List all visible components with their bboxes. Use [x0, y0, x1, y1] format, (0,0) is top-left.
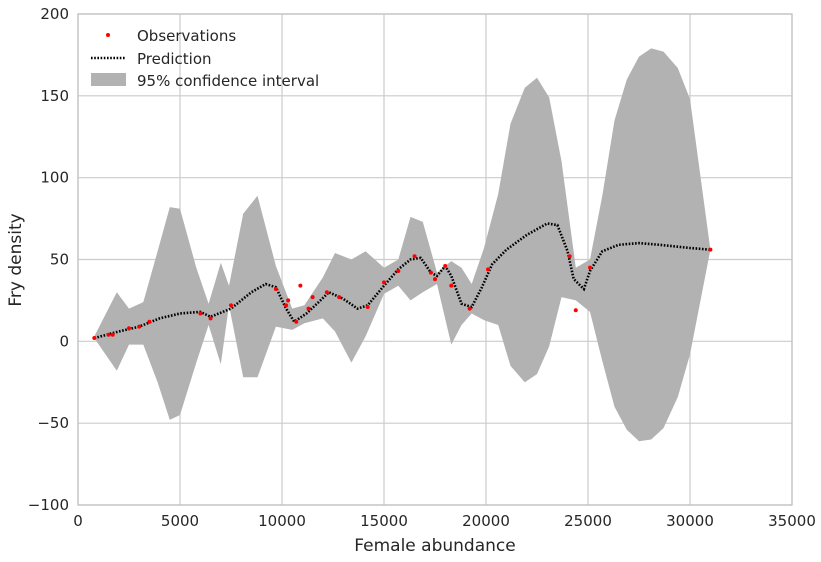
x-tick-label: 15000 [360, 512, 408, 530]
observation-point [137, 324, 142, 329]
observation-point [110, 332, 115, 337]
legend: Observations Prediction 95% confidence i… [91, 27, 319, 90]
x-tick-label: 10000 [258, 512, 306, 530]
observation-point [433, 277, 437, 282]
observation-point [310, 295, 315, 300]
observation-points [92, 247, 713, 341]
x-tick-label: 30000 [666, 512, 714, 530]
prediction-line [93, 222, 711, 340]
observation-point [449, 283, 454, 288]
observation-point [127, 326, 131, 331]
observation-point [147, 319, 152, 324]
observation-point [324, 290, 329, 295]
observation-point [428, 270, 433, 275]
y-tick-label: 0 [59, 332, 69, 350]
legend-observations-marker [106, 33, 110, 37]
observation-point [198, 311, 203, 316]
legend-prediction-label: Prediction [137, 50, 212, 68]
observation-point [467, 306, 472, 311]
observation-point [382, 280, 386, 285]
observation-point [92, 336, 97, 341]
x-tick-label: 25000 [564, 512, 612, 530]
x-axis-label: Female abundance [354, 536, 515, 556]
observation-point [298, 283, 303, 288]
y-tick-label: 50 [50, 251, 69, 269]
x-tick-label: 5000 [161, 512, 199, 530]
y-tick-label: 150 [40, 87, 69, 105]
observation-point [412, 254, 417, 259]
y-tick-label: −50 [37, 414, 69, 432]
observation-point [443, 264, 448, 269]
y-tick-label: −100 [28, 496, 69, 514]
observation-point [567, 254, 572, 259]
y-tick-label: 100 [40, 169, 69, 187]
x-tick-label: 35000 [768, 512, 816, 530]
observation-point [573, 308, 578, 313]
observation-point [588, 265, 593, 270]
observation-point [708, 247, 713, 252]
legend-confidence-label: 95% confidence interval [137, 72, 319, 90]
x-tick-label: 0 [73, 512, 83, 530]
observation-point [106, 332, 111, 337]
tick-labels: 0 5000 10000 15000 20000 25000 30000 35000 −100 −… [28, 5, 816, 530]
plot-frame [77, 13, 793, 506]
observation-point [337, 295, 342, 300]
legend-observations-label: Observations [137, 27, 236, 45]
observation-point [286, 298, 291, 303]
confidence-band [94, 48, 711, 442]
y-tick-label: 200 [40, 5, 69, 23]
observation-point [486, 267, 491, 272]
observation-point [229, 303, 233, 308]
legend-confidence-marker [91, 73, 126, 86]
observation-point [396, 268, 401, 273]
observation-point [284, 303, 289, 308]
observation-point [208, 316, 213, 321]
observation-point [294, 319, 299, 324]
y-axis-label: Fry density [6, 213, 26, 306]
observation-point [365, 304, 370, 309]
observation-point [273, 286, 278, 291]
x-tick-label: 20000 [462, 512, 510, 530]
observation-point [306, 306, 311, 311]
